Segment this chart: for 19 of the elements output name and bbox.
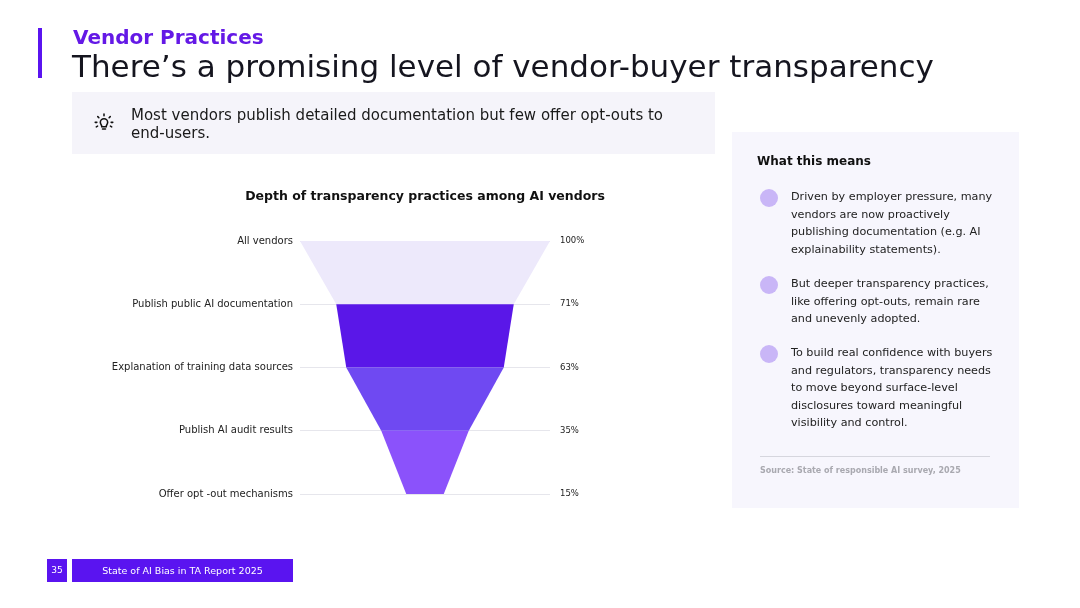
- category-label: Publish AI audit results: [179, 424, 293, 436]
- text: Most vendors publish detailed documentation but few offer opt-outs to end-users.: [131, 106, 665, 142]
- category-label: Explanation of training data sources: [111, 361, 293, 373]
- text: What this means: [757, 153, 871, 169]
- category-label: Publish public AI documentation: [132, 297, 293, 309]
- data-label: 100%: [560, 235, 585, 246]
- text: Vendor Practices: [73, 25, 264, 49]
- text: To build real confidence with buyers and regulators, transparency needs to move beyond surface-level disclosures toward meaningful visibility and control.: [791, 345, 994, 431]
- text: Driven by employer pressure, many vendors are now proactively publishing documentation (e.g. AI explainability statements).: [791, 189, 994, 258]
- text: Depth of transparency practices among AI vendors: [245, 188, 605, 204]
- data-label: 63%: [560, 361, 579, 372]
- text: But deeper transparency practices, like offering opt-outs, remain rare and unevenly adopted.: [791, 276, 990, 327]
- data-label: 71%: [560, 298, 579, 309]
- category-label: All vendors: [237, 234, 293, 246]
- source-note: Source: State of responsible AI survey, 2025: [760, 465, 961, 477]
- data-label: 35%: [560, 424, 579, 435]
- category-label: Offer opt -out mechanisms: [158, 487, 293, 499]
- text: There’s a promising level of vendor-buyer transparency: [72, 47, 934, 86]
- data-label: 15%: [560, 488, 579, 499]
